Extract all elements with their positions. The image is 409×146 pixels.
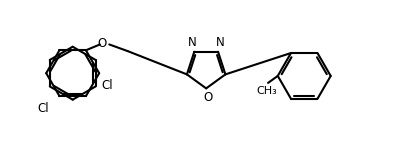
Text: N: N — [215, 36, 224, 49]
Text: N: N — [187, 36, 196, 49]
Text: Cl: Cl — [37, 102, 48, 115]
Text: O: O — [203, 92, 212, 105]
Text: O: O — [97, 37, 107, 50]
Text: CH₃: CH₃ — [256, 86, 276, 96]
Text: Cl: Cl — [101, 79, 112, 92]
